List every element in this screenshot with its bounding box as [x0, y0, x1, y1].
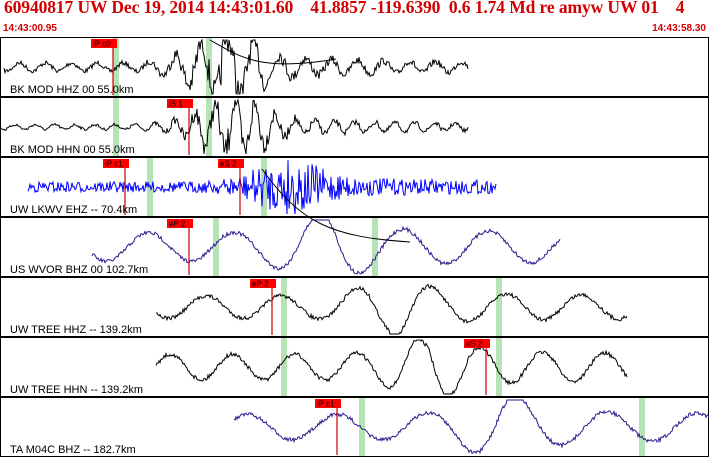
waveform-trace [3, 38, 469, 96]
pick-flag[interactable] [218, 159, 244, 168]
waveform-trace [0, 98, 469, 155]
theory-curve [209, 39, 337, 65]
pick-flag[interactable] [464, 339, 490, 348]
waveform-trace [233, 399, 709, 455]
header-bar: 60940817 UW Dec 19, 2014 14:43:01.60 41.… [0, 0, 709, 36]
pick-label: eS 2 [466, 340, 483, 349]
window-band [372, 218, 378, 276]
pick-label: eP 2 [252, 280, 269, 289]
window-band [359, 398, 365, 456]
pick-label: iS 1 [169, 100, 183, 109]
pick-label: eP 2 [169, 220, 186, 229]
pick-label: iP c0 [93, 40, 111, 49]
pick-flag[interactable] [250, 279, 276, 288]
pick-flag[interactable] [167, 219, 193, 228]
pick-flag[interactable] [91, 39, 117, 48]
window-band [213, 218, 219, 276]
station-label: UW TREE HHN -- 139.2km [10, 384, 143, 396]
pick-flag[interactable] [167, 99, 193, 108]
pick-label: eS 2 [220, 160, 237, 169]
end-time: 14:43:58.30 [652, 23, 706, 34]
waveform-trace [27, 159, 497, 215]
window-band [113, 38, 119, 96]
window-band [261, 158, 267, 216]
event-title: 60940817 UW Dec 19, 2014 14:43:01.60 41.… [4, 0, 685, 17]
window-band [496, 338, 502, 396]
station-label: US WVOR BHZ 00 102.7km [10, 264, 148, 276]
theory-curve [261, 168, 411, 243]
pick-label: iP c1 [105, 160, 123, 169]
station-label: BK MOD HHZ 00 55.0km [10, 84, 133, 96]
station-label: TA M04C BHZ -- 182.7km [10, 444, 136, 456]
station-label: UW LKWV EHZ -- 70.4km [10, 204, 137, 216]
window-band [639, 398, 645, 456]
waveform-trace [155, 339, 628, 395]
window-band [496, 278, 502, 336]
seismogram-plot[interactable]: iP c0 BK MOD HHZ 00 55.0km iS 1 BK MOD HHN … [0, 37, 709, 458]
waveform-trace [155, 283, 628, 335]
window-band [281, 338, 287, 396]
waveform-trace [91, 219, 561, 275]
seismogram-panels[interactable]: iP c0 BK MOD HHZ 00 55.0km iS 1 BK MOD HHN … [0, 37, 709, 458]
pick-flag[interactable] [315, 399, 341, 408]
pick-flag[interactable] [103, 159, 129, 168]
station-label: BK MOD HHN 00 55.0km [10, 144, 135, 156]
station-label: UW TREE HHZ -- 139.2km [10, 324, 142, 336]
start-time: 14:43:00.95 [3, 23, 57, 34]
pick-label: iP c1 [317, 400, 335, 409]
window-band [281, 278, 287, 336]
window-band [113, 98, 119, 156]
